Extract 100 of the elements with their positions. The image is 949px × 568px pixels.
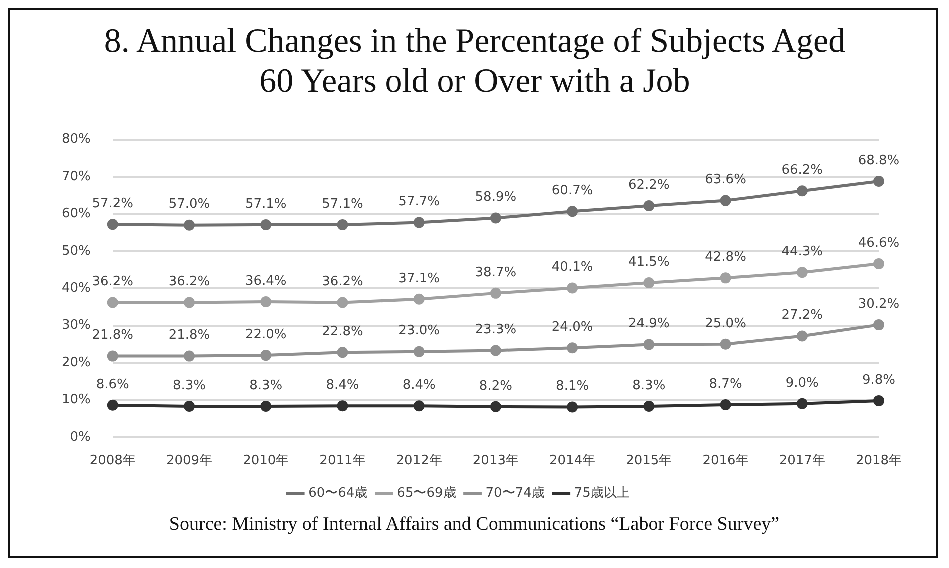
data-label: 36.2% (322, 274, 364, 290)
point (337, 400, 348, 412)
data-label: 8.1% (556, 379, 590, 394)
data-label: 36.4% (245, 274, 287, 289)
data-label: 57.2% (92, 196, 134, 212)
point (337, 219, 348, 230)
point (107, 297, 118, 308)
x-tick-label: 2015年 (626, 454, 672, 469)
point (567, 282, 578, 294)
source-note: Source: Ministry of Internal Affairs and Communications “Labor Force Survey” (168, 514, 781, 536)
x-tick-label: 2012年 (396, 454, 442, 469)
data-label: 8.3% (172, 378, 206, 394)
data-label: 36.2% (92, 274, 134, 290)
point (414, 400, 425, 412)
legend-label: 75歳以上 (574, 486, 630, 501)
data-label: 40.1% (552, 260, 594, 276)
point (874, 320, 884, 331)
point (107, 350, 118, 362)
data-label: 27.2% (782, 308, 824, 324)
data-label: 58.9% (475, 190, 517, 206)
point (720, 272, 732, 284)
data-label: 41.5% (628, 254, 670, 270)
point (490, 288, 502, 299)
data-label: 62.2% (628, 178, 670, 193)
point (644, 200, 655, 212)
data-label: 8.6% (96, 377, 130, 392)
y-tick-label: 30% (62, 318, 91, 334)
data-label: 37.1% (398, 271, 440, 286)
data-label: 8.4% (402, 378, 436, 394)
point (414, 294, 425, 305)
point (720, 400, 732, 411)
data-label: 38.7% (475, 265, 517, 280)
point (260, 296, 272, 308)
point (720, 195, 732, 206)
point (490, 212, 502, 224)
point (107, 219, 118, 230)
point (184, 350, 196, 362)
data-label: 9.0% (786, 376, 819, 391)
y-tick-label: 10% (62, 392, 91, 408)
data-label: 68.8% (858, 153, 900, 168)
x-tick-label: 2013年 (472, 454, 519, 469)
legend-label: 70〜74歳 (486, 486, 545, 501)
y-tick-label: 40% (62, 280, 91, 296)
x-tick-label: 2014年 (550, 454, 596, 469)
x-tick-label: 2017年 (779, 454, 826, 469)
data-label: 60.7% (552, 183, 594, 198)
point (490, 345, 502, 356)
data-label: 66.2% (782, 163, 824, 178)
data-label: 21.8% (92, 328, 134, 344)
point (184, 297, 196, 308)
point (414, 346, 425, 358)
data-label: 8.7% (709, 376, 742, 392)
data-label: 25.0% (705, 316, 746, 332)
point (260, 350, 272, 362)
data-label: 42.8% (705, 250, 746, 266)
data-label: 22.0% (245, 327, 287, 342)
point (796, 186, 808, 197)
point (260, 401, 272, 412)
x-tick-label: 2011年 (320, 454, 366, 469)
data-label: 8.4% (326, 378, 360, 394)
point (337, 347, 348, 358)
point (874, 176, 884, 187)
data-label: 57.7% (398, 194, 440, 210)
x-tick-label: 2016年 (702, 454, 749, 469)
data-label: 57.1% (322, 196, 364, 212)
y-tick-label: 0% (70, 430, 91, 445)
point (260, 219, 272, 230)
y-tick-label: 60% (62, 206, 91, 222)
point (567, 402, 578, 413)
x-tick-label: 2009年 (166, 454, 213, 469)
point (796, 398, 808, 410)
y-tick-label: 50% (62, 244, 91, 259)
data-label: 24.9% (628, 316, 670, 332)
point (490, 401, 502, 412)
data-label: 8.3% (250, 378, 283, 394)
data-label: 24.0% (552, 320, 594, 335)
data-label: 9.8% (862, 372, 896, 388)
x-tick-label: 2010年 (243, 454, 290, 469)
point (414, 217, 425, 228)
point (644, 278, 655, 289)
data-label: 63.6% (705, 172, 746, 188)
x-tick-label: 2008年 (90, 454, 136, 469)
y-tick-label: 80% (62, 132, 91, 148)
point (184, 220, 196, 231)
data-label: 23.3% (475, 322, 517, 338)
x-tick-label: 2018年 (856, 454, 902, 469)
legend-label: 65〜69歳 (397, 486, 456, 501)
point (567, 342, 578, 354)
data-label: 21.8% (168, 328, 210, 344)
data-label: 57.0% (168, 197, 210, 212)
point (796, 330, 808, 342)
point (874, 395, 884, 406)
data-label: 8.2% (479, 378, 512, 394)
data-label: 44.3% (782, 244, 824, 260)
point (337, 297, 348, 308)
y-tick-label: 70% (62, 169, 91, 184)
point (796, 267, 808, 278)
data-label: 36.2% (168, 274, 210, 290)
point (720, 338, 732, 350)
point (107, 400, 118, 411)
